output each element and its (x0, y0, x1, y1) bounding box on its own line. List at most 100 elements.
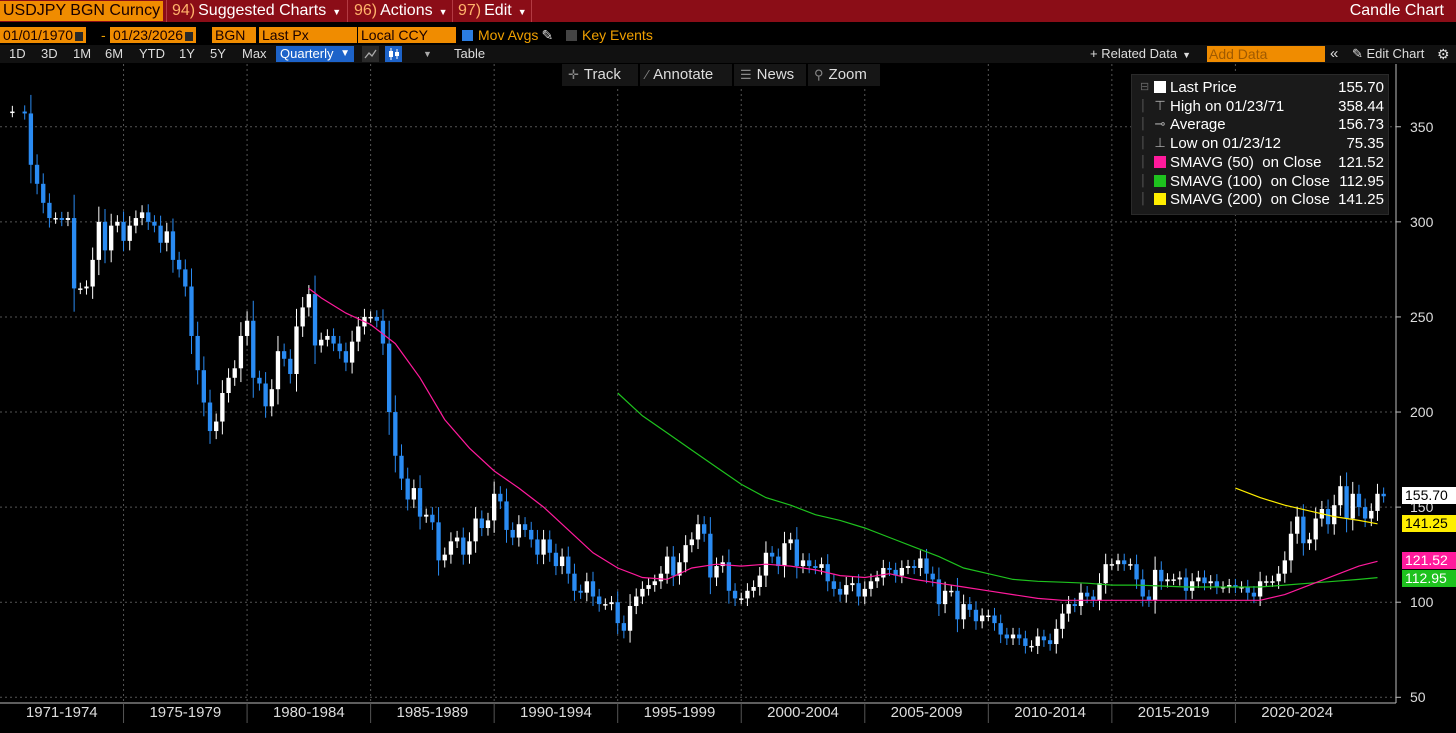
table-button[interactable]: Table (454, 46, 486, 61)
period-button-1m[interactable]: 1M (73, 46, 92, 61)
price-badge: 155.70 (1402, 487, 1456, 505)
start-date-value: 01/01/1970 (3, 27, 74, 43)
menu-number: 97) (458, 2, 482, 19)
news-tool[interactable]: ☰ News (734, 64, 806, 86)
legend-row[interactable]: ⊟ Last Price 155.70 (1132, 78, 1388, 97)
period-button-5y[interactable]: 5Y (210, 46, 226, 61)
legend-row[interactable]: │ SMAVG (200) on Close 141.25 (1132, 190, 1388, 209)
candle-down (1183, 577, 1189, 591)
candle-down (955, 590, 960, 620)
candle-down (856, 583, 861, 597)
separator (347, 0, 348, 22)
candle-up (652, 581, 657, 586)
legend-label: High on 01/23/71 (1170, 97, 1285, 115)
legend-value: 75.35 (1346, 135, 1384, 153)
chart-legend[interactable]: ⊟ Last Price 155.70 │ ⊤ High on 01/23/71 358.4… (1131, 74, 1389, 215)
checkbox-checked-icon[interactable] (462, 30, 473, 41)
frequency-value: Quarterly (280, 46, 334, 61)
candle-down (702, 524, 707, 534)
candle-down (281, 351, 287, 359)
candle-up (899, 567, 905, 576)
zoom-tool[interactable]: ⚲ Zoom (808, 64, 880, 86)
gear-icon[interactable]: ⚙ (1437, 46, 1450, 62)
track-tool[interactable]: ✛ Track (562, 64, 638, 86)
candle-up (918, 558, 923, 568)
key-events-label: Key Events (582, 27, 653, 43)
period-button-ytd[interactable]: YTD (139, 46, 165, 61)
candle-up (164, 231, 169, 243)
period-button-3d[interactable]: 3D (41, 46, 58, 61)
end-date-value: 01/23/2026 (113, 27, 184, 43)
period-button-max[interactable]: Max (242, 46, 267, 61)
candle-down (708, 533, 713, 578)
legend-row[interactable]: │ SMAVG (50) on Close 121.52 (1132, 153, 1388, 172)
candle-up (942, 590, 948, 605)
candle-up (800, 560, 806, 567)
period-button-1y[interactable]: 1Y (179, 46, 195, 61)
mov-avgs-toggle[interactable]: Mov Avgs ✎ (462, 27, 553, 43)
key-events-toggle[interactable]: Key Events (566, 27, 653, 43)
candle-up (584, 581, 589, 593)
field-select[interactable]: Last Px (259, 27, 357, 43)
candle-down (726, 562, 732, 591)
candle-up (634, 596, 639, 607)
related-data-label: Related Data (1101, 46, 1178, 61)
candle-down (813, 566, 818, 568)
separator (531, 0, 532, 22)
color-swatch-icon (1154, 155, 1166, 168)
collapse-icon[interactable]: ⊟ (1140, 81, 1150, 93)
candle-up (1054, 628, 1059, 645)
legend-row[interactable]: │ ⊥ Low on 01/23/12 75.35 (1132, 134, 1388, 153)
source-field[interactable]: BGN (212, 27, 256, 43)
pencil-icon[interactable]: ✎ (541, 27, 554, 43)
candle-down (998, 623, 1003, 635)
line-chart-icon[interactable] (362, 46, 379, 62)
calendar-icon[interactable] (185, 32, 194, 41)
end-date-field[interactable]: 01/23/2026 (110, 27, 197, 43)
candle-down (1233, 585, 1238, 587)
x-tick-label: 2020-2024 (1261, 704, 1334, 721)
legend-value: 141.25 (1338, 191, 1384, 209)
checkbox-unchecked-icon[interactable] (566, 30, 577, 41)
candle-down (597, 596, 602, 605)
legend-row[interactable]: │ SMAVG (100) on Close 112.95 (1132, 172, 1388, 191)
edit-menu[interactable]: 97) Edit ▼ (458, 0, 527, 22)
legend-row[interactable]: │ ⊸ Average 156.73 (1132, 115, 1388, 134)
start-date-field[interactable]: 01/01/1970 (0, 27, 87, 43)
legend-row[interactable]: │ ⊤ High on 01/23/71 358.44 (1132, 97, 1388, 116)
candle-chart-icon[interactable] (385, 46, 402, 62)
candle-down (22, 111, 27, 114)
period-bar: 1D 3D 1M 6M YTD 1Y 5Y Max Quarterly ▼ ▼ T… (0, 45, 1456, 63)
period-button-6m[interactable]: 6M (105, 46, 124, 61)
candle-up (232, 368, 237, 378)
candle-up (442, 554, 447, 561)
candle-down (28, 113, 34, 165)
related-data-button[interactable]: + Related Data ▼ (1090, 45, 1191, 64)
actions-menu[interactable]: 96) Actions ▼ (354, 0, 448, 22)
legend-label: SMAVG (100) on Close (1170, 172, 1330, 190)
y-tick-label: 50 (1410, 689, 1426, 706)
candle-down (170, 231, 176, 260)
period-button-1d[interactable]: 1D (9, 46, 26, 61)
edit-chart-button[interactable]: ✎ Edit Chart (1352, 45, 1424, 63)
collapse-icon[interactable]: « (1330, 45, 1339, 62)
caret-down-icon: ▼ (438, 7, 448, 17)
candle-up (961, 604, 966, 620)
candle-down (59, 218, 64, 220)
currency-select[interactable]: Local CCY (358, 27, 456, 43)
candle-up (516, 524, 522, 538)
annotate-tool[interactable]: ⁄ Annotate (640, 64, 732, 86)
ticker-field[interactable]: USDJPY BGN Curncy (0, 1, 164, 21)
candle-up (559, 556, 565, 567)
caret-down-icon[interactable]: ▼ (423, 49, 432, 59)
candle-down (1091, 596, 1096, 601)
candle-down (183, 269, 188, 287)
candle-down (1041, 636, 1047, 641)
frequency-select[interactable]: Quarterly ▼ (276, 46, 354, 62)
suggested-charts-menu[interactable]: 94) Suggested Charts ▼ (172, 0, 341, 22)
add-data-input[interactable]: Add Data (1207, 46, 1325, 62)
calendar-icon[interactable] (75, 32, 84, 41)
candle-down (380, 320, 386, 344)
candle-up (739, 598, 744, 600)
